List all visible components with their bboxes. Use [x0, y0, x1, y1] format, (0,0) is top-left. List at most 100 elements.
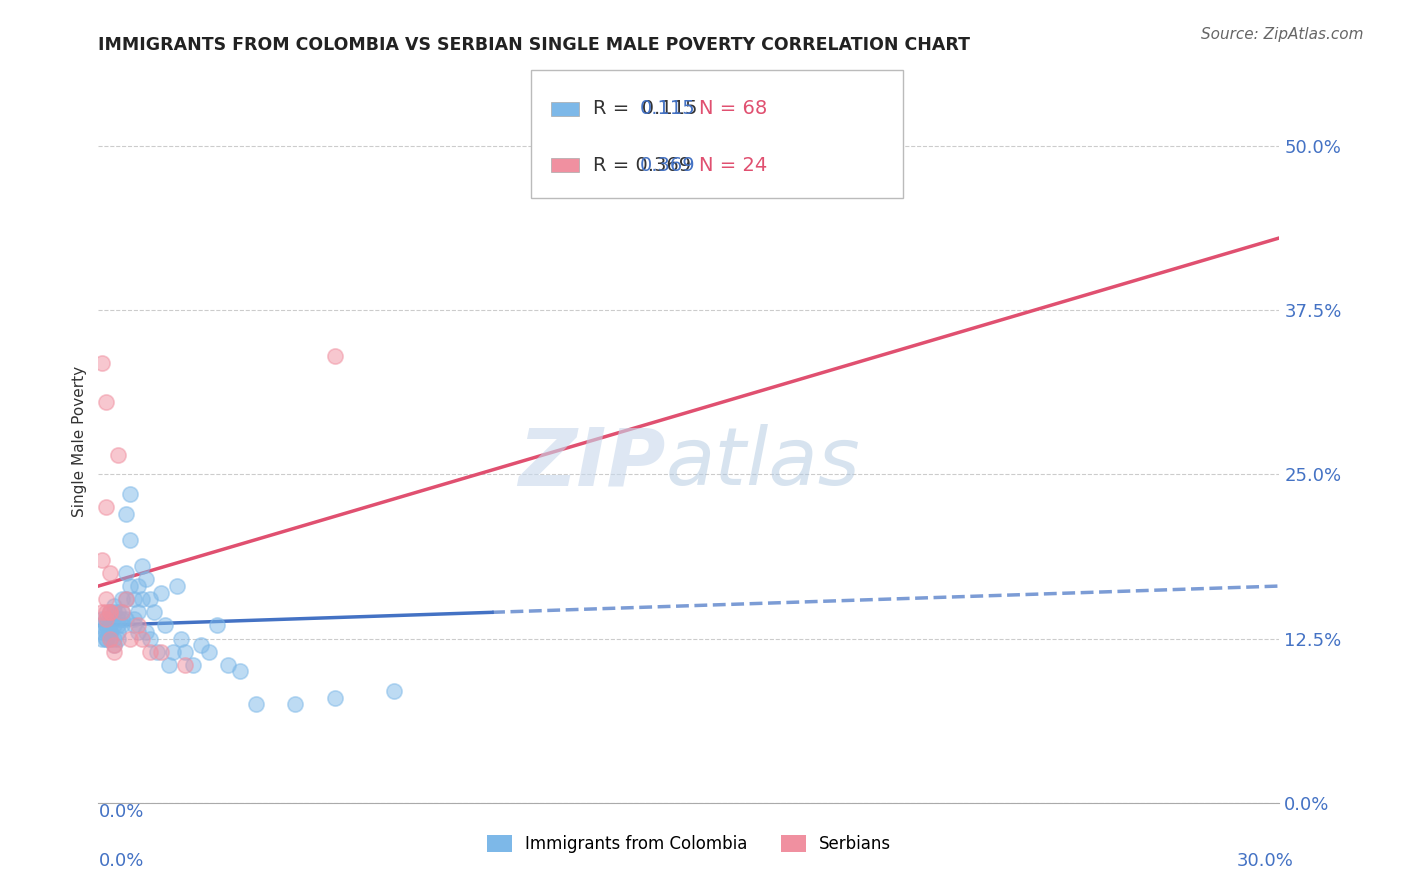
Point [103, 605, 125, 619]
Point [111, 612, 134, 626]
Point [131, 592, 153, 607]
Point [111, 592, 134, 607]
Point [122, 612, 145, 626]
Point [107, 448, 129, 462]
Point [131, 559, 153, 574]
Point [135, 625, 157, 640]
Point [98, 625, 121, 640]
Point [197, 645, 219, 659]
Point [107, 625, 129, 640]
Point [96, 592, 118, 607]
Text: 0.369: 0.369 [640, 155, 696, 175]
Point [118, 533, 141, 547]
Point [146, 645, 169, 659]
Point [96, 612, 118, 626]
Point [98, 632, 121, 646]
Point [174, 657, 197, 672]
Point [91, 553, 114, 567]
Text: ZIP: ZIP [517, 425, 665, 502]
Point [190, 638, 212, 652]
Point [170, 632, 193, 646]
Text: 0.115: 0.115 [640, 99, 696, 119]
Point [115, 566, 138, 580]
Point [118, 487, 141, 501]
Point [118, 632, 141, 646]
Point [166, 579, 188, 593]
Point [115, 592, 138, 607]
Point [107, 605, 129, 619]
Point [245, 698, 267, 712]
Point [142, 605, 165, 619]
Point [91, 356, 114, 370]
Point [181, 657, 204, 672]
Legend: Immigrants from Colombia, Serbians: Immigrants from Colombia, Serbians [479, 828, 898, 860]
Point [91, 618, 114, 632]
Point [150, 645, 173, 659]
Point [96, 605, 118, 619]
Text: atlas: atlas [665, 425, 860, 502]
Point [284, 698, 307, 712]
Point [111, 605, 134, 619]
Point [98, 632, 121, 646]
Point [115, 592, 138, 607]
Point [111, 618, 134, 632]
Point [115, 507, 138, 521]
Point [103, 638, 125, 652]
Text: 30.0%: 30.0% [1237, 852, 1294, 870]
Point [91, 632, 114, 646]
Point [127, 625, 149, 640]
Point [96, 618, 118, 632]
Point [205, 618, 228, 632]
Point [98, 566, 121, 580]
Y-axis label: Single Male Poverty: Single Male Poverty [72, 366, 87, 517]
Point [103, 599, 125, 613]
Point [91, 605, 114, 619]
Point [96, 500, 118, 515]
Point [98, 625, 121, 640]
Point [135, 573, 157, 587]
Point [131, 632, 153, 646]
Point [103, 645, 125, 659]
Point [122, 592, 145, 607]
Point [138, 592, 160, 607]
Point [98, 625, 121, 640]
Point [96, 632, 118, 646]
Point [107, 632, 129, 646]
Point [150, 585, 173, 599]
Point [229, 665, 252, 679]
Point [98, 605, 121, 619]
Point [382, 684, 405, 698]
Point [103, 638, 125, 652]
Point [98, 612, 121, 626]
Point [107, 612, 129, 626]
Point [155, 618, 177, 632]
Point [111, 605, 134, 619]
Text: 0.0%: 0.0% [98, 803, 143, 821]
Point [103, 632, 125, 646]
Point [323, 690, 346, 705]
Point [98, 605, 121, 619]
Text: IMMIGRANTS FROM COLOMBIA VS SERBIAN SINGLE MALE POVERTY CORRELATION CHART: IMMIGRANTS FROM COLOMBIA VS SERBIAN SING… [98, 36, 970, 54]
Point [127, 579, 149, 593]
Text: R =  0.115: R = 0.115 [593, 99, 697, 119]
Text: 0.0%: 0.0% [98, 852, 143, 870]
Point [107, 618, 129, 632]
Point [323, 349, 346, 363]
Point [174, 645, 197, 659]
Point [98, 605, 121, 619]
Point [96, 632, 118, 646]
Point [162, 645, 184, 659]
Text: N = 68: N = 68 [699, 99, 768, 119]
Point [103, 618, 125, 632]
Point [96, 625, 118, 640]
Point [217, 657, 239, 672]
Point [96, 618, 118, 632]
Point [91, 625, 114, 640]
Point [127, 605, 149, 619]
Point [138, 632, 160, 646]
Point [157, 657, 180, 672]
Point [127, 618, 149, 632]
Text: Source: ZipAtlas.com: Source: ZipAtlas.com [1201, 27, 1364, 42]
Point [96, 395, 118, 409]
Point [91, 612, 114, 626]
